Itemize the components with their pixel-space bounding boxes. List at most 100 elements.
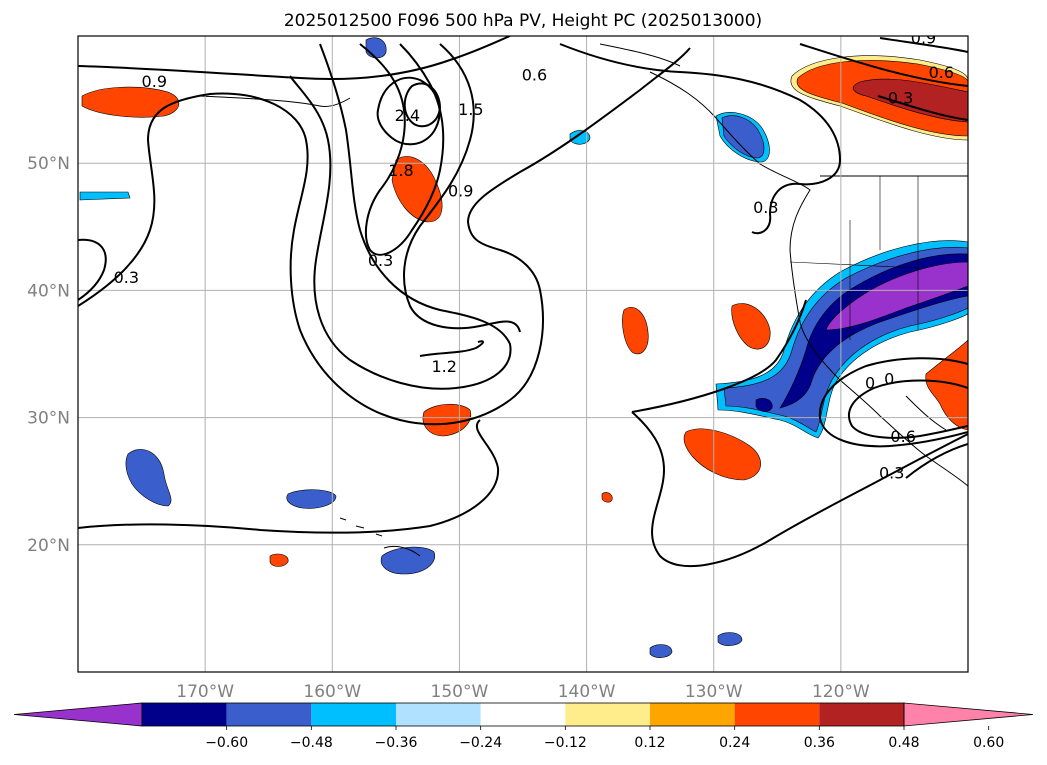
contour-label: 0.9 bbox=[448, 181, 473, 200]
pv-positive-region bbox=[852, 78, 968, 123]
pv-negative-region bbox=[286, 489, 337, 509]
hawaii-small-islands bbox=[339, 517, 383, 537]
contour-line bbox=[631, 411, 968, 568]
contour-line bbox=[78, 238, 107, 301]
pv-negative-region bbox=[125, 449, 172, 507]
pv-positive-region bbox=[601, 492, 613, 503]
contour-line bbox=[879, 37, 968, 53]
coastlines bbox=[199, 43, 968, 557]
longitude-label: 150°W bbox=[431, 682, 489, 702]
contour-line bbox=[419, 340, 484, 357]
contour-line bbox=[847, 379, 968, 439]
pv-positive-region bbox=[731, 303, 771, 350]
state-border bbox=[789, 261, 919, 269]
contour-label: 0.3 bbox=[879, 464, 904, 483]
map-frame bbox=[77, 35, 969, 673]
latitude-label: 50°N bbox=[27, 154, 70, 174]
contour-line bbox=[631, 299, 807, 413]
pv-positive-region bbox=[269, 553, 289, 567]
longitude-label: 120°W bbox=[812, 682, 870, 702]
longitude-label: 170°W bbox=[176, 682, 234, 702]
colorbar-swatch bbox=[480, 703, 566, 726]
longitude-labels: 170°W 160°W 150°W 140°W 130°W 120°W bbox=[176, 682, 870, 702]
colorbar-swatch bbox=[565, 703, 650, 726]
contour-label: 1.8 bbox=[388, 161, 413, 180]
figure-title: 2025012500 F096 500 hPa PV, Height PC (2… bbox=[284, 11, 762, 31]
pv-negative-region bbox=[569, 130, 591, 145]
contour-label: 2.4 bbox=[395, 106, 420, 125]
colorbar-frame bbox=[141, 702, 905, 727]
north-america-coastline bbox=[649, 71, 968, 487]
colorbar-tick-label: −0.60 bbox=[205, 735, 248, 751]
longitude-label: 160°W bbox=[303, 682, 361, 702]
colorbar-tick-label: −0.12 bbox=[544, 735, 587, 751]
contour-label: 0.9 bbox=[142, 72, 167, 91]
hawaii-islands bbox=[383, 545, 421, 557]
contour-label: 0.9 bbox=[911, 29, 936, 48]
colorbar-tick-label: 0.36 bbox=[804, 735, 835, 751]
contour-label: 0.6 bbox=[522, 66, 547, 85]
contour-label: 0.3 bbox=[114, 268, 139, 287]
colorbar-upper-extension bbox=[903, 702, 1034, 727]
contour-line bbox=[376, 76, 441, 146]
contour-labels: 0.9 2.4 1.5 0.6 1.8 0.9 0.3 0.3 1.2 0.3 0.9 0.6 0.3 0… bbox=[114, 29, 954, 483]
contour-line bbox=[78, 47, 691, 426]
latitude-label: 20°N bbox=[27, 536, 70, 556]
colorbar: −0.60 −0.48 −0.36 −0.24 −0.12 0.12 0.24 0.36 0.4… bbox=[13, 702, 1034, 751]
contour-label: 0.6 bbox=[890, 427, 915, 446]
contour-label: 0 bbox=[884, 370, 894, 389]
pv-negative-region bbox=[717, 632, 743, 646]
pv-positive-region bbox=[391, 156, 443, 223]
contour-line bbox=[403, 82, 442, 128]
colorbar-swatch bbox=[226, 703, 312, 726]
pv-negative-region bbox=[825, 261, 968, 331]
contour-label: 0.6 bbox=[929, 63, 954, 82]
latitude-label: 40°N bbox=[27, 281, 70, 301]
colorbar-swatch bbox=[311, 703, 396, 726]
height-contours bbox=[78, 36, 968, 568]
pv-positive-region bbox=[422, 403, 472, 437]
contour-line bbox=[289, 43, 512, 390]
latitude-label: 30°N bbox=[27, 409, 70, 429]
contour-line bbox=[78, 36, 511, 81]
contour-line bbox=[403, 43, 521, 333]
contour-line bbox=[818, 357, 968, 448]
pv-negative-region bbox=[721, 115, 765, 159]
map-area: 0.9 2.4 1.5 0.6 1.8 0.9 0.3 0.3 1.2 0.3 0.9 0.6 0.3 0… bbox=[78, 29, 968, 672]
colorbar-swatch bbox=[734, 703, 820, 726]
colorbar-tick-label: 0.24 bbox=[719, 735, 750, 751]
colorbar-tick-label: 0.48 bbox=[888, 735, 919, 751]
colorbar-tick-label: −0.48 bbox=[290, 735, 333, 751]
contour-line bbox=[559, 43, 842, 235]
pv-negative-region bbox=[649, 644, 673, 658]
colorbar-swatch bbox=[396, 703, 481, 726]
colorbar-tick-label: 0.12 bbox=[634, 735, 665, 751]
contour-label: 0 bbox=[865, 373, 875, 392]
colorbar-lower-extension bbox=[13, 702, 143, 727]
colorbar-tick-label: −0.36 bbox=[375, 735, 418, 751]
contour-label: 0.3 bbox=[753, 198, 778, 217]
contour-label: 0.3 bbox=[888, 88, 913, 107]
colorbar-tick-label: 0.60 bbox=[973, 735, 1004, 751]
pv-negative-region bbox=[79, 191, 131, 201]
longitude-label: 140°W bbox=[558, 682, 616, 702]
pv-positive-region bbox=[622, 306, 649, 355]
contour-line bbox=[78, 419, 500, 534]
contour-label: 0.3 bbox=[368, 251, 393, 270]
longitude-label: 130°W bbox=[685, 682, 743, 702]
colorbar-swatch bbox=[819, 703, 904, 726]
contour-line bbox=[799, 43, 968, 87]
contour-line bbox=[905, 443, 968, 479]
colorbar-tick-label: −0.24 bbox=[459, 735, 502, 751]
contour-label: 1.5 bbox=[458, 100, 483, 119]
colorbar-swatch bbox=[142, 703, 227, 726]
pv-negative-region bbox=[755, 398, 773, 412]
latitude-labels: 20°N 30°N 40°N 50°N bbox=[27, 154, 70, 556]
contour-label: 1.2 bbox=[431, 357, 456, 376]
pv-positive-region bbox=[683, 428, 761, 481]
colorbar-swatch bbox=[650, 703, 735, 726]
contour-line bbox=[877, 95, 968, 121]
pv-positive-region bbox=[81, 86, 180, 118]
pv-negative-region bbox=[380, 546, 436, 575]
